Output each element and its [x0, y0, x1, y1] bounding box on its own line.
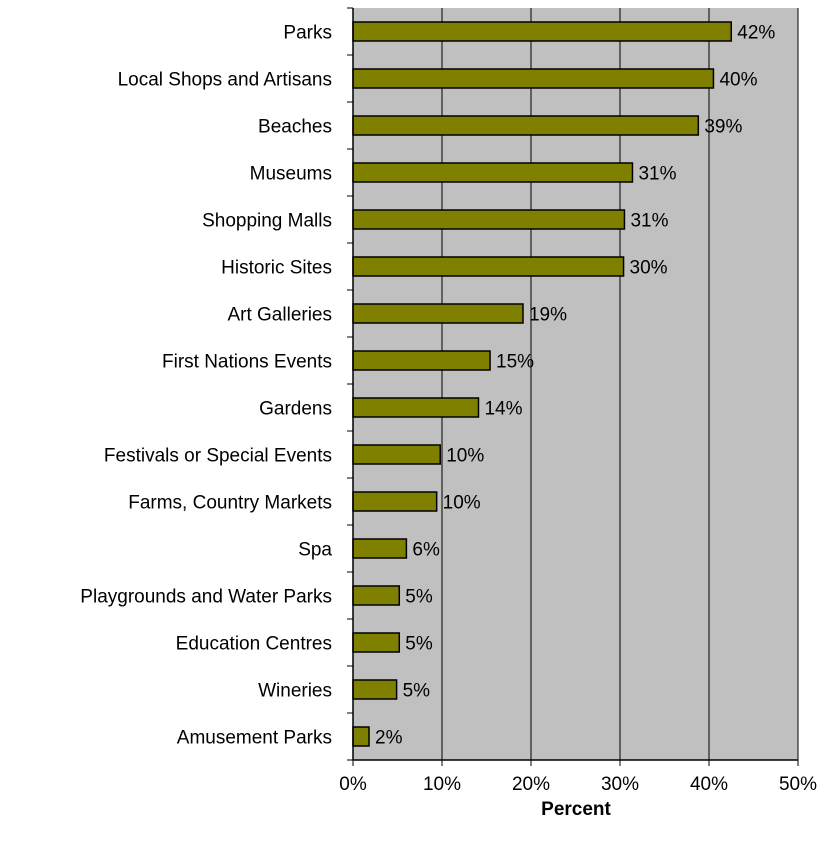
category-label: Farms, Country Markets: [128, 493, 332, 514]
data-label: 14%: [484, 399, 522, 420]
bar: [352, 68, 715, 89]
data-label: 10%: [443, 493, 481, 514]
bars: [352, 21, 732, 747]
data-label: 40%: [719, 70, 757, 91]
x-axis-title: Percent: [541, 799, 611, 820]
x-tick-label: 40%: [690, 774, 728, 795]
x-tick-label: 0%: [339, 774, 367, 795]
data-label: 31%: [630, 211, 668, 232]
data-label: 2%: [375, 728, 403, 749]
bar: [352, 115, 700, 136]
data-label: 42%: [737, 23, 775, 44]
x-tick-label: 30%: [601, 774, 639, 795]
data-label: 10%: [446, 446, 484, 467]
data-label: 5%: [405, 634, 433, 655]
category-label: Spa: [298, 540, 332, 561]
category-label: Art Galleries: [227, 305, 332, 326]
category-label: Amusement Parks: [177, 728, 332, 749]
bar: [352, 726, 370, 747]
category-label: Historic Sites: [221, 258, 332, 279]
data-labels: 42% 40% 39% 31% 31% 30% 19% 15% 14% 10% 10% 6% 5% 5% 5…: [375, 23, 775, 749]
bar: [352, 209, 626, 230]
bar: [352, 585, 401, 606]
data-label: 6%: [412, 540, 440, 561]
data-label: 5%: [405, 587, 433, 608]
x-tick-labels: 0% 10% 20% 30% 40% 50%: [339, 774, 817, 795]
data-label: 15%: [496, 352, 534, 373]
bar: [352, 21, 732, 42]
category-label: Museums: [250, 164, 332, 185]
axes: [347, 7, 799, 766]
data-label: 5%: [403, 681, 431, 702]
category-label: Playgrounds and Water Parks: [80, 587, 332, 608]
bar: [352, 632, 401, 653]
bar: [352, 679, 398, 700]
category-label: Education Centres: [176, 634, 332, 655]
bar: [352, 162, 634, 183]
category-label: Parks: [283, 23, 332, 44]
data-label: 30%: [630, 258, 668, 279]
category-label: Festivals or Special Events: [104, 446, 332, 467]
bar: [352, 350, 491, 371]
x-tick-label: 50%: [779, 774, 817, 795]
bar: [352, 303, 524, 324]
bar: [352, 397, 480, 418]
bar: [352, 491, 438, 512]
category-label: Shopping Malls: [202, 211, 332, 232]
category-labels: Parks Local Shops and Artisans Beaches Muse…: [80, 23, 332, 749]
data-label: 31%: [638, 164, 676, 185]
bar: [352, 538, 408, 559]
bar: [352, 444, 441, 465]
bar: [352, 256, 625, 277]
x-tick-label: 20%: [512, 774, 550, 795]
category-label: Wineries: [258, 681, 332, 702]
data-label: 19%: [529, 305, 567, 326]
category-label: First Nations Events: [162, 352, 332, 373]
category-label: Local Shops and Artisans: [118, 70, 332, 91]
category-label: Beaches: [258, 117, 332, 138]
data-label: 39%: [704, 117, 742, 138]
category-label: Gardens: [259, 399, 332, 420]
x-tick-label: 10%: [423, 774, 461, 795]
